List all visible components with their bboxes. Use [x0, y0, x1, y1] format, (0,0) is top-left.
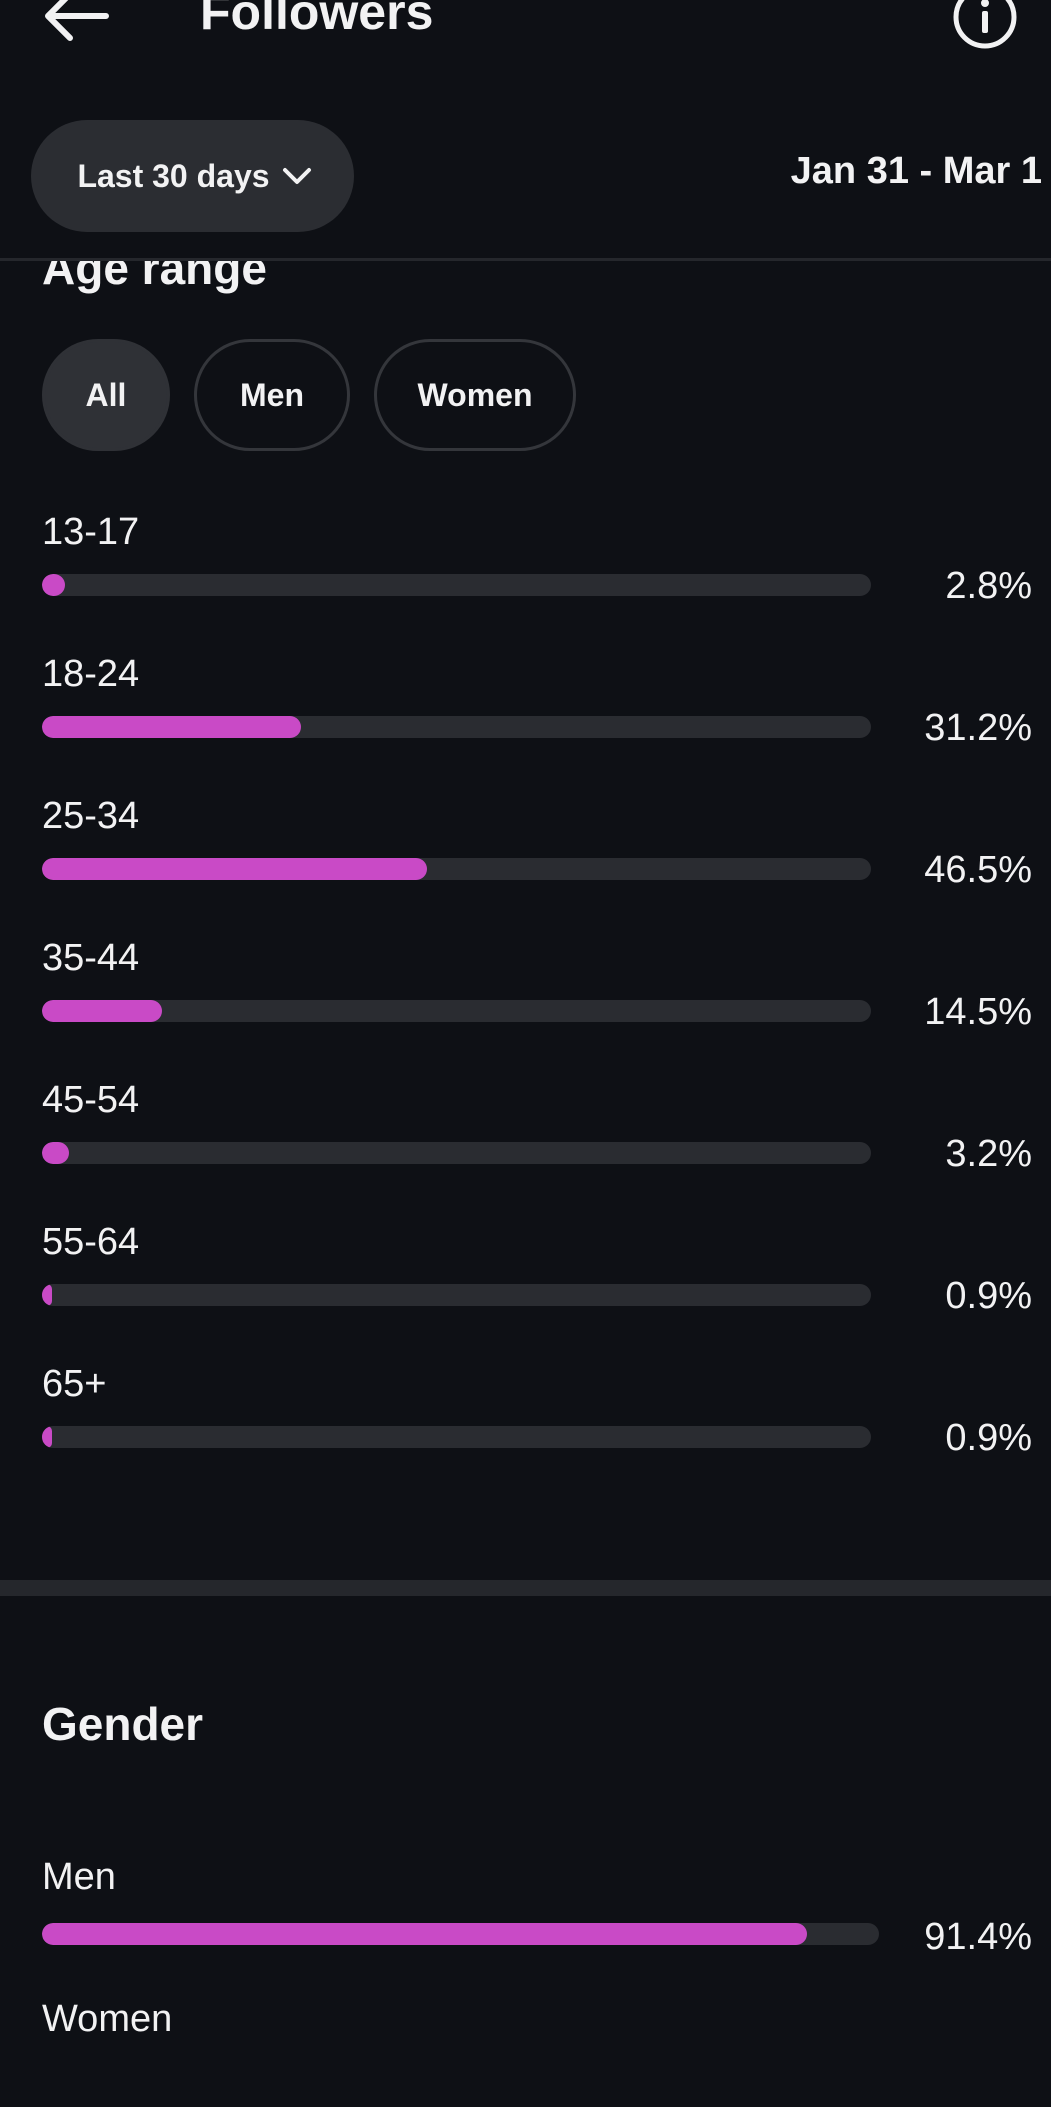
app-header: Followers Last 30 days Jan 31 - Mar 1: [0, 0, 1051, 261]
age-bar-track: [42, 1000, 871, 1022]
gender-row-value: 91.4%: [924, 1916, 1032, 1958]
age-row-value: 3.2%: [945, 1133, 1032, 1175]
age-row-45-54: 45-54 3.2%: [42, 1078, 1032, 1188]
age-bar-fill: [42, 1142, 69, 1164]
age-row-55-64: 55-64 0.9%: [42, 1220, 1032, 1330]
period-dropdown[interactable]: Last 30 days: [31, 120, 354, 232]
age-row-25-34: 25-34 46.5%: [42, 794, 1032, 904]
age-row-label: 18-24: [42, 653, 140, 695]
age-bar-fill: [42, 1000, 163, 1022]
age-row-label: 25-34: [42, 795, 140, 837]
age-bar-fill: [42, 1284, 52, 1306]
gender-row-men: Men 91.4%: [42, 1855, 1032, 1965]
age-bar-track: [42, 716, 871, 738]
age-row-65-plus: 65+ 0.9%: [42, 1362, 1032, 1472]
age-bar-track: [42, 1284, 871, 1306]
age-row-18-24: 18-24 31.2%: [42, 652, 1032, 762]
period-dropdown-label: Last 30 days: [77, 157, 270, 194]
age-row-value: 46.5%: [924, 849, 1032, 891]
gender-bar-fill: [42, 1923, 808, 1945]
age-row-value: 14.5%: [924, 991, 1032, 1033]
date-range-label: Jan 31 - Mar 1: [790, 150, 1042, 192]
arrow-left-icon: [45, 0, 109, 41]
gender-row-label: Women: [42, 1998, 173, 2040]
age-row-value: 0.9%: [945, 1417, 1032, 1459]
page-title: Followers: [200, 0, 434, 40]
age-row-13-17: 13-17 2.8%: [42, 510, 1032, 620]
age-filter-chips: All Men Women: [42, 339, 576, 451]
age-bar-fill: [42, 574, 66, 596]
age-bar-track: [42, 574, 871, 596]
info-button[interactable]: [952, 0, 1018, 50]
age-bar-fill: [42, 1426, 52, 1448]
age-bar-track: [42, 858, 871, 880]
age-row-35-44: 35-44 14.5%: [42, 936, 1032, 1046]
chip-men[interactable]: Men: [194, 339, 350, 451]
age-row-label: 55-64: [42, 1221, 140, 1263]
chip-all[interactable]: All: [42, 339, 170, 451]
gender-title: Gender: [42, 1698, 204, 1750]
age-bar-track: [42, 1426, 871, 1448]
age-bar-fill: [42, 858, 428, 880]
age-row-label: 13-17: [42, 511, 140, 553]
info-icon: [953, 0, 1017, 49]
chevron-down-icon: [282, 168, 311, 184]
age-row-label: 45-54: [42, 1079, 140, 1121]
age-row-value: 31.2%: [924, 707, 1032, 749]
age-bar-track: [42, 1142, 871, 1164]
section-divider: [0, 1580, 1051, 1596]
age-row-label: 65+: [42, 1363, 107, 1405]
gender-row-label: Men: [42, 1856, 116, 1898]
age-row-label: 35-44: [42, 937, 140, 979]
age-row-value: 0.9%: [945, 1275, 1032, 1317]
age-row-value: 2.8%: [945, 565, 1032, 607]
gender-row-women: Women: [42, 1997, 1032, 2107]
gender-bar-track: [42, 1923, 879, 1945]
back-button[interactable]: [40, 0, 112, 46]
age-bar-fill: [42, 716, 301, 738]
chip-women[interactable]: Women: [374, 339, 576, 451]
